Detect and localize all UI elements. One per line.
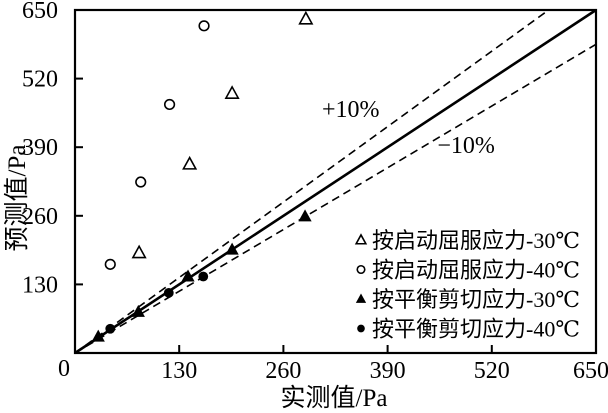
legend-label: 按平衡剪切应力-40℃ [372, 317, 580, 342]
marker-triangle-filled [91, 329, 105, 342]
plus-10-percent-line [74, 9, 550, 354]
marker-circle-filled [163, 287, 174, 298]
x-axis-title: 实测值/Pa [281, 384, 388, 412]
x-tick-label: 390 [370, 358, 406, 384]
x-tick-label: 520 [474, 358, 510, 384]
marker-circle-open [104, 258, 116, 270]
origin-tick-label: 0 [58, 356, 70, 382]
marker-triangle-filled [131, 304, 145, 317]
legend: 按启动屈服应力-30℃ 按启动屈服应力-40℃ 按平衡剪切应力-30℃ 按平衡剪切应力… [354, 228, 580, 342]
marker-circle-open [135, 176, 147, 188]
marker-triangle-open [298, 10, 314, 25]
marker-circle-filled [357, 324, 365, 333]
marker-triangle-open [182, 155, 198, 170]
legend-label: 按启动屈服应力-40℃ [372, 258, 580, 283]
x-tick-label: 130 [161, 358, 197, 384]
marker-triangle-filled [181, 269, 195, 282]
marker-triangle-filled [355, 293, 367, 303]
marker-triangle-filled [225, 242, 239, 255]
legend-label: 按启动屈服应力-30℃ [372, 228, 580, 253]
plus-10-percent-label: +10% [322, 97, 380, 123]
x-tick-label: 650 [573, 358, 608, 384]
marker-triangle-open [354, 233, 368, 245]
y-tick-label: 520 [22, 67, 58, 93]
marker-circle-filled [198, 271, 209, 282]
x-tick-label: 260 [265, 358, 301, 384]
marker-circle-filled [105, 323, 116, 334]
marker-triangle-filled [298, 209, 312, 222]
marker-circle-open [163, 98, 176, 111]
y-tick-label: 650 [22, 0, 58, 24]
marker-triangle-open [224, 85, 240, 99]
y-tick-label: 390 [22, 135, 58, 161]
plot-frame [73, 8, 598, 355]
legend-label: 按平衡剪切应力-30℃ [372, 287, 580, 312]
y-tick-label: 260 [22, 204, 58, 230]
marker-circle-open [356, 264, 366, 275]
y-tick-label: 130 [22, 272, 58, 298]
identity-line [74, 8, 597, 355]
minus-10-percent-line [74, 43, 597, 354]
y-axis-title: 预测值/Pa [3, 145, 31, 252]
marker-triangle-open [131, 244, 147, 259]
marker-circle-open [198, 20, 210, 32]
minus-10-percent-label: −10% [437, 133, 495, 159]
